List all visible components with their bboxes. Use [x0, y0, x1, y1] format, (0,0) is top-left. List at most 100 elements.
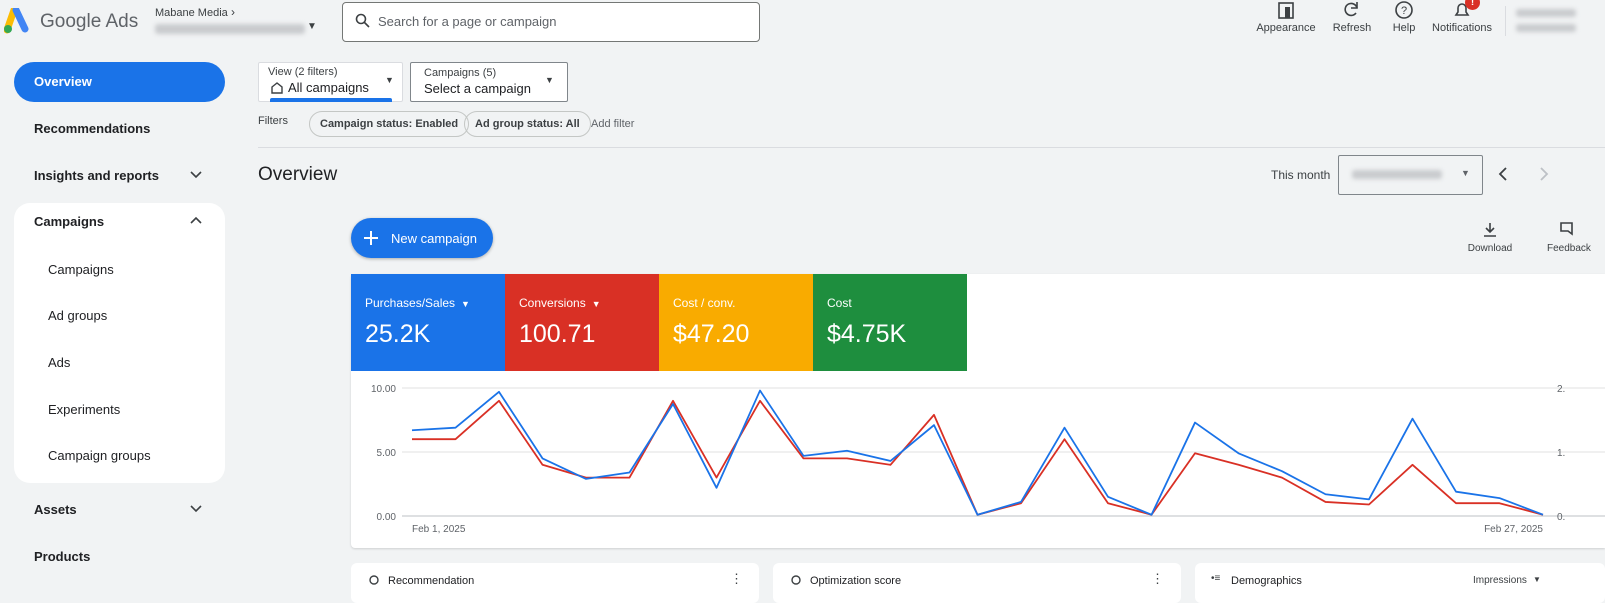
- dropdown-arrow: ▼: [1533, 575, 1541, 584]
- search-icon: [355, 13, 370, 28]
- search-placeholder: Search for a page or campaign: [378, 14, 557, 29]
- nav-item[interactable]: Overview: [34, 74, 92, 89]
- y-tick-label: 5.00: [377, 448, 397, 459]
- notifications-icon[interactable]: [1452, 0, 1472, 20]
- blurred-user: [1516, 9, 1576, 17]
- card: [1195, 563, 1605, 603]
- chevron-up: [190, 216, 202, 224]
- select-label: Campaigns (5): [424, 67, 497, 79]
- blurred-user: [1516, 24, 1576, 32]
- metric-label: Cost: [827, 296, 852, 310]
- tool-label[interactable]: Feedback: [1547, 243, 1591, 254]
- metric-value: $47.20: [673, 320, 750, 348]
- period-label: This month: [1271, 168, 1331, 182]
- card-icon: •≡: [1211, 573, 1221, 584]
- logo-icon: [4, 8, 29, 34]
- select-label: View (2 filters): [268, 66, 338, 78]
- y2-tick-label: 0.: [1557, 512, 1565, 523]
- dropdown-arrow[interactable]: ▼: [461, 299, 470, 309]
- action-label[interactable]: Help: [1392, 22, 1416, 34]
- y-tick-label: 10.00: [371, 384, 396, 395]
- metric-label: Purchases/Sales ▼: [365, 296, 470, 310]
- filters-label: Filters: [258, 115, 288, 127]
- feedback-icon[interactable]: [1558, 222, 1574, 238]
- appearance-icon[interactable]: [1276, 0, 1296, 20]
- add-filter[interactable]: Add filter: [591, 118, 635, 130]
- metric-tile[interactable]: Cost / conv. $47.20: [659, 274, 813, 371]
- download-icon[interactable]: [1482, 222, 1498, 238]
- divider: [1505, 6, 1506, 36]
- chevron-down: [190, 171, 202, 179]
- card-title: Demographics: [1231, 575, 1302, 587]
- card-icon: [791, 575, 801, 585]
- metric-value: $4.75K: [827, 320, 907, 348]
- dropdown-arrow: ▼: [385, 75, 394, 85]
- nav-subitem[interactable]: Campaigns: [48, 262, 114, 277]
- nav-group: [14, 203, 225, 483]
- filter-chip[interactable]: Campaign status: Enabled: [309, 111, 470, 137]
- filter-chip[interactable]: Ad group status: All: [464, 111, 591, 137]
- chart: 0.00 5.00 10.00 2. 1. 0. Feb 1, 2025 Feb 27, 20…: [371, 384, 1605, 535]
- action-label[interactable]: Appearance: [1256, 22, 1316, 34]
- tool-label[interactable]: Download: [1467, 243, 1513, 254]
- nav-subitem[interactable]: Ads: [48, 355, 71, 370]
- page-title: Overview: [258, 164, 338, 185]
- chevron: ›: [231, 5, 235, 19]
- blurred-account: [155, 24, 305, 34]
- chevron-down: [190, 505, 202, 513]
- card-title: Recommendation: [388, 575, 475, 587]
- dropdown-arrow: ▼: [545, 75, 554, 85]
- nav-subitem[interactable]: Ad groups: [48, 308, 108, 323]
- series-line: [411, 389, 1544, 516]
- view-select[interactable]: [258, 62, 403, 102]
- button-label[interactable]: New campaign: [391, 231, 477, 246]
- metric-tile[interactable]: Cost $4.75K: [813, 274, 967, 371]
- card: [351, 563, 759, 603]
- action-label[interactable]: Refresh: [1332, 22, 1372, 34]
- campaign-select[interactable]: [410, 62, 568, 102]
- card: [773, 563, 1181, 603]
- blurred-date: [1352, 170, 1442, 179]
- more-menu[interactable]: ⋮: [1151, 571, 1164, 586]
- nav-active[interactable]: [14, 62, 225, 102]
- home-icon: [271, 82, 283, 94]
- nav-item[interactable]: Assets: [34, 502, 77, 517]
- account-label[interactable]: Mabane Media: [155, 7, 228, 19]
- x-tick-label: Feb 27, 2025: [1484, 524, 1543, 535]
- dropdown-arrow[interactable]: ▼: [307, 21, 317, 32]
- nav-subitem[interactable]: Campaign groups: [48, 448, 151, 463]
- card-selector[interactable]: Impressions: [1473, 575, 1527, 586]
- metric-tile[interactable]: Conversions ▼ 100.71: [505, 274, 659, 371]
- action-label[interactable]: Notifications: [1432, 22, 1492, 34]
- logo-text: Google Ads: [40, 11, 139, 32]
- dropdown-arrow[interactable]: ▼: [591, 299, 601, 309]
- divider: [258, 147, 1605, 148]
- series-line: [412, 399, 1544, 516]
- x-tick-label: Feb 1, 2025: [412, 524, 466, 535]
- help-icon[interactable]: ?: [1394, 0, 1414, 20]
- y-tick-label: 0.00: [377, 512, 397, 523]
- more-menu[interactable]: ⋮: [730, 571, 743, 586]
- search-box[interactable]: [342, 2, 760, 42]
- nav-subitem[interactable]: Experiments: [48, 402, 121, 417]
- nav-item[interactable]: Products: [34, 549, 91, 564]
- nav-item[interactable]: Campaigns: [34, 214, 105, 229]
- select-value: All campaigns: [288, 80, 369, 95]
- metric-value: 100.71: [519, 320, 596, 348]
- notification-badge: !: [1465, 0, 1480, 10]
- y2-tick-label: 2.: [1557, 384, 1565, 395]
- nav-item[interactable]: Recommendations: [34, 121, 151, 136]
- y2-tick-label: 1.: [1557, 448, 1565, 459]
- select-value: Select a campaign: [424, 81, 531, 96]
- metric-label: Conversions ▼: [519, 296, 601, 310]
- nav-item[interactable]: Insights and reports: [34, 168, 159, 183]
- metric-value: 25.2K: [365, 320, 431, 348]
- metric-tile[interactable]: Purchases/Sales ▼ 25.2K: [351, 274, 505, 371]
- next-period[interactable]: [1537, 166, 1551, 182]
- card-icon: [369, 575, 379, 585]
- refresh-icon[interactable]: [1342, 0, 1362, 20]
- plus-icon: [364, 231, 378, 245]
- prev-period[interactable]: [1496, 166, 1510, 182]
- metric-label: Cost / conv.: [673, 296, 736, 310]
